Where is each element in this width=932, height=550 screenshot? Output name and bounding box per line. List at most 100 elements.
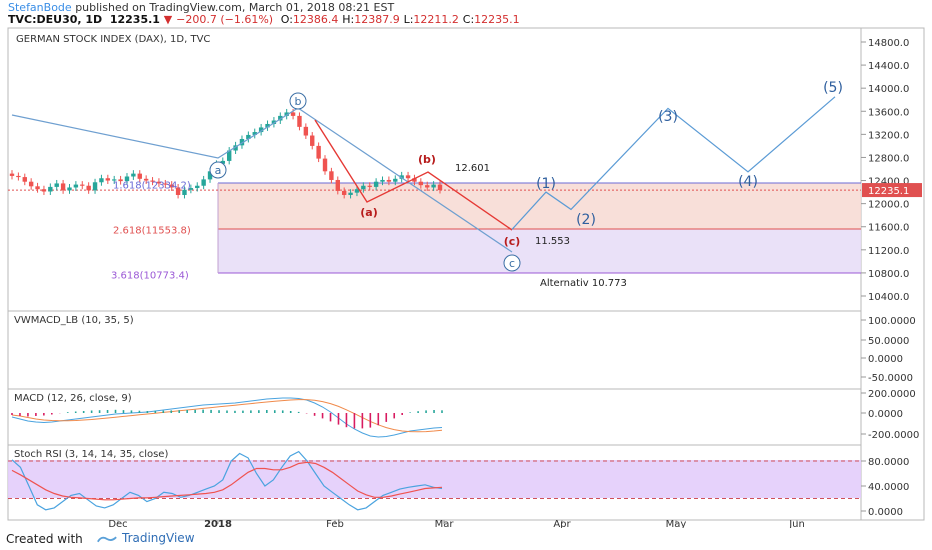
footer: Created with TradingView bbox=[0, 528, 932, 550]
candle-body bbox=[316, 145, 321, 159]
candle-body bbox=[412, 178, 417, 182]
candle-body bbox=[156, 181, 162, 184]
price-tick-label: 14000.0 bbox=[868, 84, 909, 95]
candle-body bbox=[303, 126, 309, 136]
candle-body bbox=[284, 112, 289, 116]
price-change: −200.7 (−1.61%) bbox=[176, 13, 274, 26]
candle-body bbox=[169, 184, 174, 188]
candle-body bbox=[86, 185, 91, 191]
candle-body bbox=[131, 173, 136, 177]
price-tick-label: 10800.0 bbox=[868, 269, 909, 280]
candle-body bbox=[386, 179, 392, 182]
candle-body bbox=[48, 186, 53, 192]
candle-body bbox=[92, 182, 98, 191]
stoch-tick-label: 80.0000 bbox=[868, 457, 909, 468]
stoch-tick-label: 0.0000 bbox=[868, 507, 903, 518]
candle-body bbox=[418, 181, 424, 186]
vwmacd-tick-label: -50.0000 bbox=[868, 373, 913, 384]
macd-tick-label: 200.0000 bbox=[868, 389, 916, 400]
fib-level-label: 2.618(11553.8) bbox=[113, 225, 191, 236]
chart-annotation: 12.601 bbox=[455, 163, 490, 174]
projection-path bbox=[511, 96, 836, 230]
candle-body bbox=[265, 123, 270, 128]
wave-label-circle bbox=[209, 161, 227, 179]
fib-level-label: 3.618(10773.4) bbox=[111, 270, 189, 281]
created-with-text: Created with bbox=[6, 532, 83, 546]
high-value: 12387.9 bbox=[354, 13, 400, 26]
wave-label: (a) bbox=[360, 206, 377, 219]
price-tick-label: 11200.0 bbox=[868, 246, 909, 257]
price-tick-label: 10400.0 bbox=[868, 292, 909, 303]
down-arrow-icon: ▼ bbox=[163, 13, 173, 26]
candle-body bbox=[239, 138, 245, 146]
stoch-series-line bbox=[11, 450, 443, 511]
candle-body bbox=[437, 184, 443, 191]
candle-body bbox=[425, 185, 430, 188]
last-price: 12235.1 bbox=[109, 13, 160, 26]
candle-body bbox=[322, 158, 328, 172]
chart-canvas[interactable]: 14800.0 14400.0 14000.0 13600.0 13200.0 12800… bbox=[0, 0, 932, 528]
wave-abc-line bbox=[11, 107, 513, 253]
open-label: O: bbox=[280, 13, 293, 26]
vwmacd-tick-label: 50.0000 bbox=[868, 336, 909, 347]
candle-body bbox=[297, 115, 302, 127]
time-tick-label: Dec bbox=[108, 519, 127, 528]
macd-pane-frame bbox=[7, 388, 862, 446]
vwmacd-tick-label: 100.0000 bbox=[868, 316, 916, 327]
price-tick-label: 13200.0 bbox=[868, 130, 909, 141]
candle-body bbox=[278, 115, 283, 121]
wave-red-line bbox=[314, 119, 513, 231]
wave-label: b bbox=[295, 95, 302, 108]
candle-body bbox=[16, 175, 21, 178]
candle-body bbox=[118, 179, 123, 182]
candle-body bbox=[22, 177, 27, 182]
wave-label: (5) bbox=[823, 80, 843, 96]
macd-series-line bbox=[11, 397, 443, 438]
time-tick-label: Mar bbox=[435, 519, 455, 528]
candle-body bbox=[252, 132, 257, 135]
candle-body bbox=[226, 150, 232, 161]
fib-level-label: 1.618(12334.2) bbox=[113, 180, 191, 191]
chart-annotation: 11.553 bbox=[535, 236, 570, 247]
wave-label: (1) bbox=[536, 176, 556, 192]
candle-body bbox=[73, 184, 79, 188]
candle-body bbox=[150, 180, 155, 182]
candle-body bbox=[361, 185, 366, 190]
wave-label: (4) bbox=[738, 174, 758, 190]
author-link[interactable]: StefanBode bbox=[8, 1, 72, 14]
price-tick-label: 14400.0 bbox=[868, 61, 909, 72]
candle-body bbox=[124, 176, 130, 182]
stoch-band bbox=[8, 460, 861, 498]
candle-body bbox=[35, 186, 40, 190]
symbol-label: TVC:DEU30, 1D bbox=[8, 13, 103, 26]
vwmacd-pane-frame bbox=[7, 310, 862, 390]
candle-body bbox=[373, 181, 379, 187]
candle-body bbox=[201, 179, 206, 186]
published-text: published on TradingView.com, March 01, … bbox=[75, 1, 395, 14]
candle-body bbox=[380, 179, 385, 182]
tradingview-logo-icon bbox=[97, 536, 117, 543]
low-label: L: bbox=[403, 13, 414, 26]
tradingview-brand[interactable]: TradingView bbox=[122, 531, 195, 545]
chart-annotation: Alternativ 10.773 bbox=[540, 278, 627, 289]
candle-body bbox=[182, 189, 187, 195]
last-price-badge-label: 12235.1 bbox=[868, 186, 909, 197]
price-tick-label: 12800.0 bbox=[868, 153, 909, 164]
chart-header: StefanBode published on TradingView.com,… bbox=[0, 0, 932, 28]
wave-label-circle bbox=[503, 254, 521, 272]
price-tick-label: 13600.0 bbox=[868, 107, 909, 118]
candle-body bbox=[99, 178, 104, 183]
macd-title: MACD (12, 26, close, 9) bbox=[14, 393, 132, 404]
candle-body bbox=[335, 179, 340, 191]
symbol-info: TVC:DEU30, 1D 12235.1 ▼ −200.7 (−1.61%) … bbox=[8, 13, 520, 26]
candle-body bbox=[137, 173, 142, 179]
stoch-title: Stoch RSI (3, 14, 14, 35, close) bbox=[14, 449, 168, 460]
wave-label: a bbox=[215, 164, 222, 177]
candle-body bbox=[258, 127, 264, 133]
last-price-badge bbox=[862, 183, 922, 198]
fib-zone-lower bbox=[218, 229, 861, 273]
candle-body bbox=[393, 178, 398, 182]
candle-body bbox=[41, 189, 47, 192]
fib-zone-upper bbox=[218, 183, 861, 229]
wave-label: (c) bbox=[504, 235, 521, 248]
